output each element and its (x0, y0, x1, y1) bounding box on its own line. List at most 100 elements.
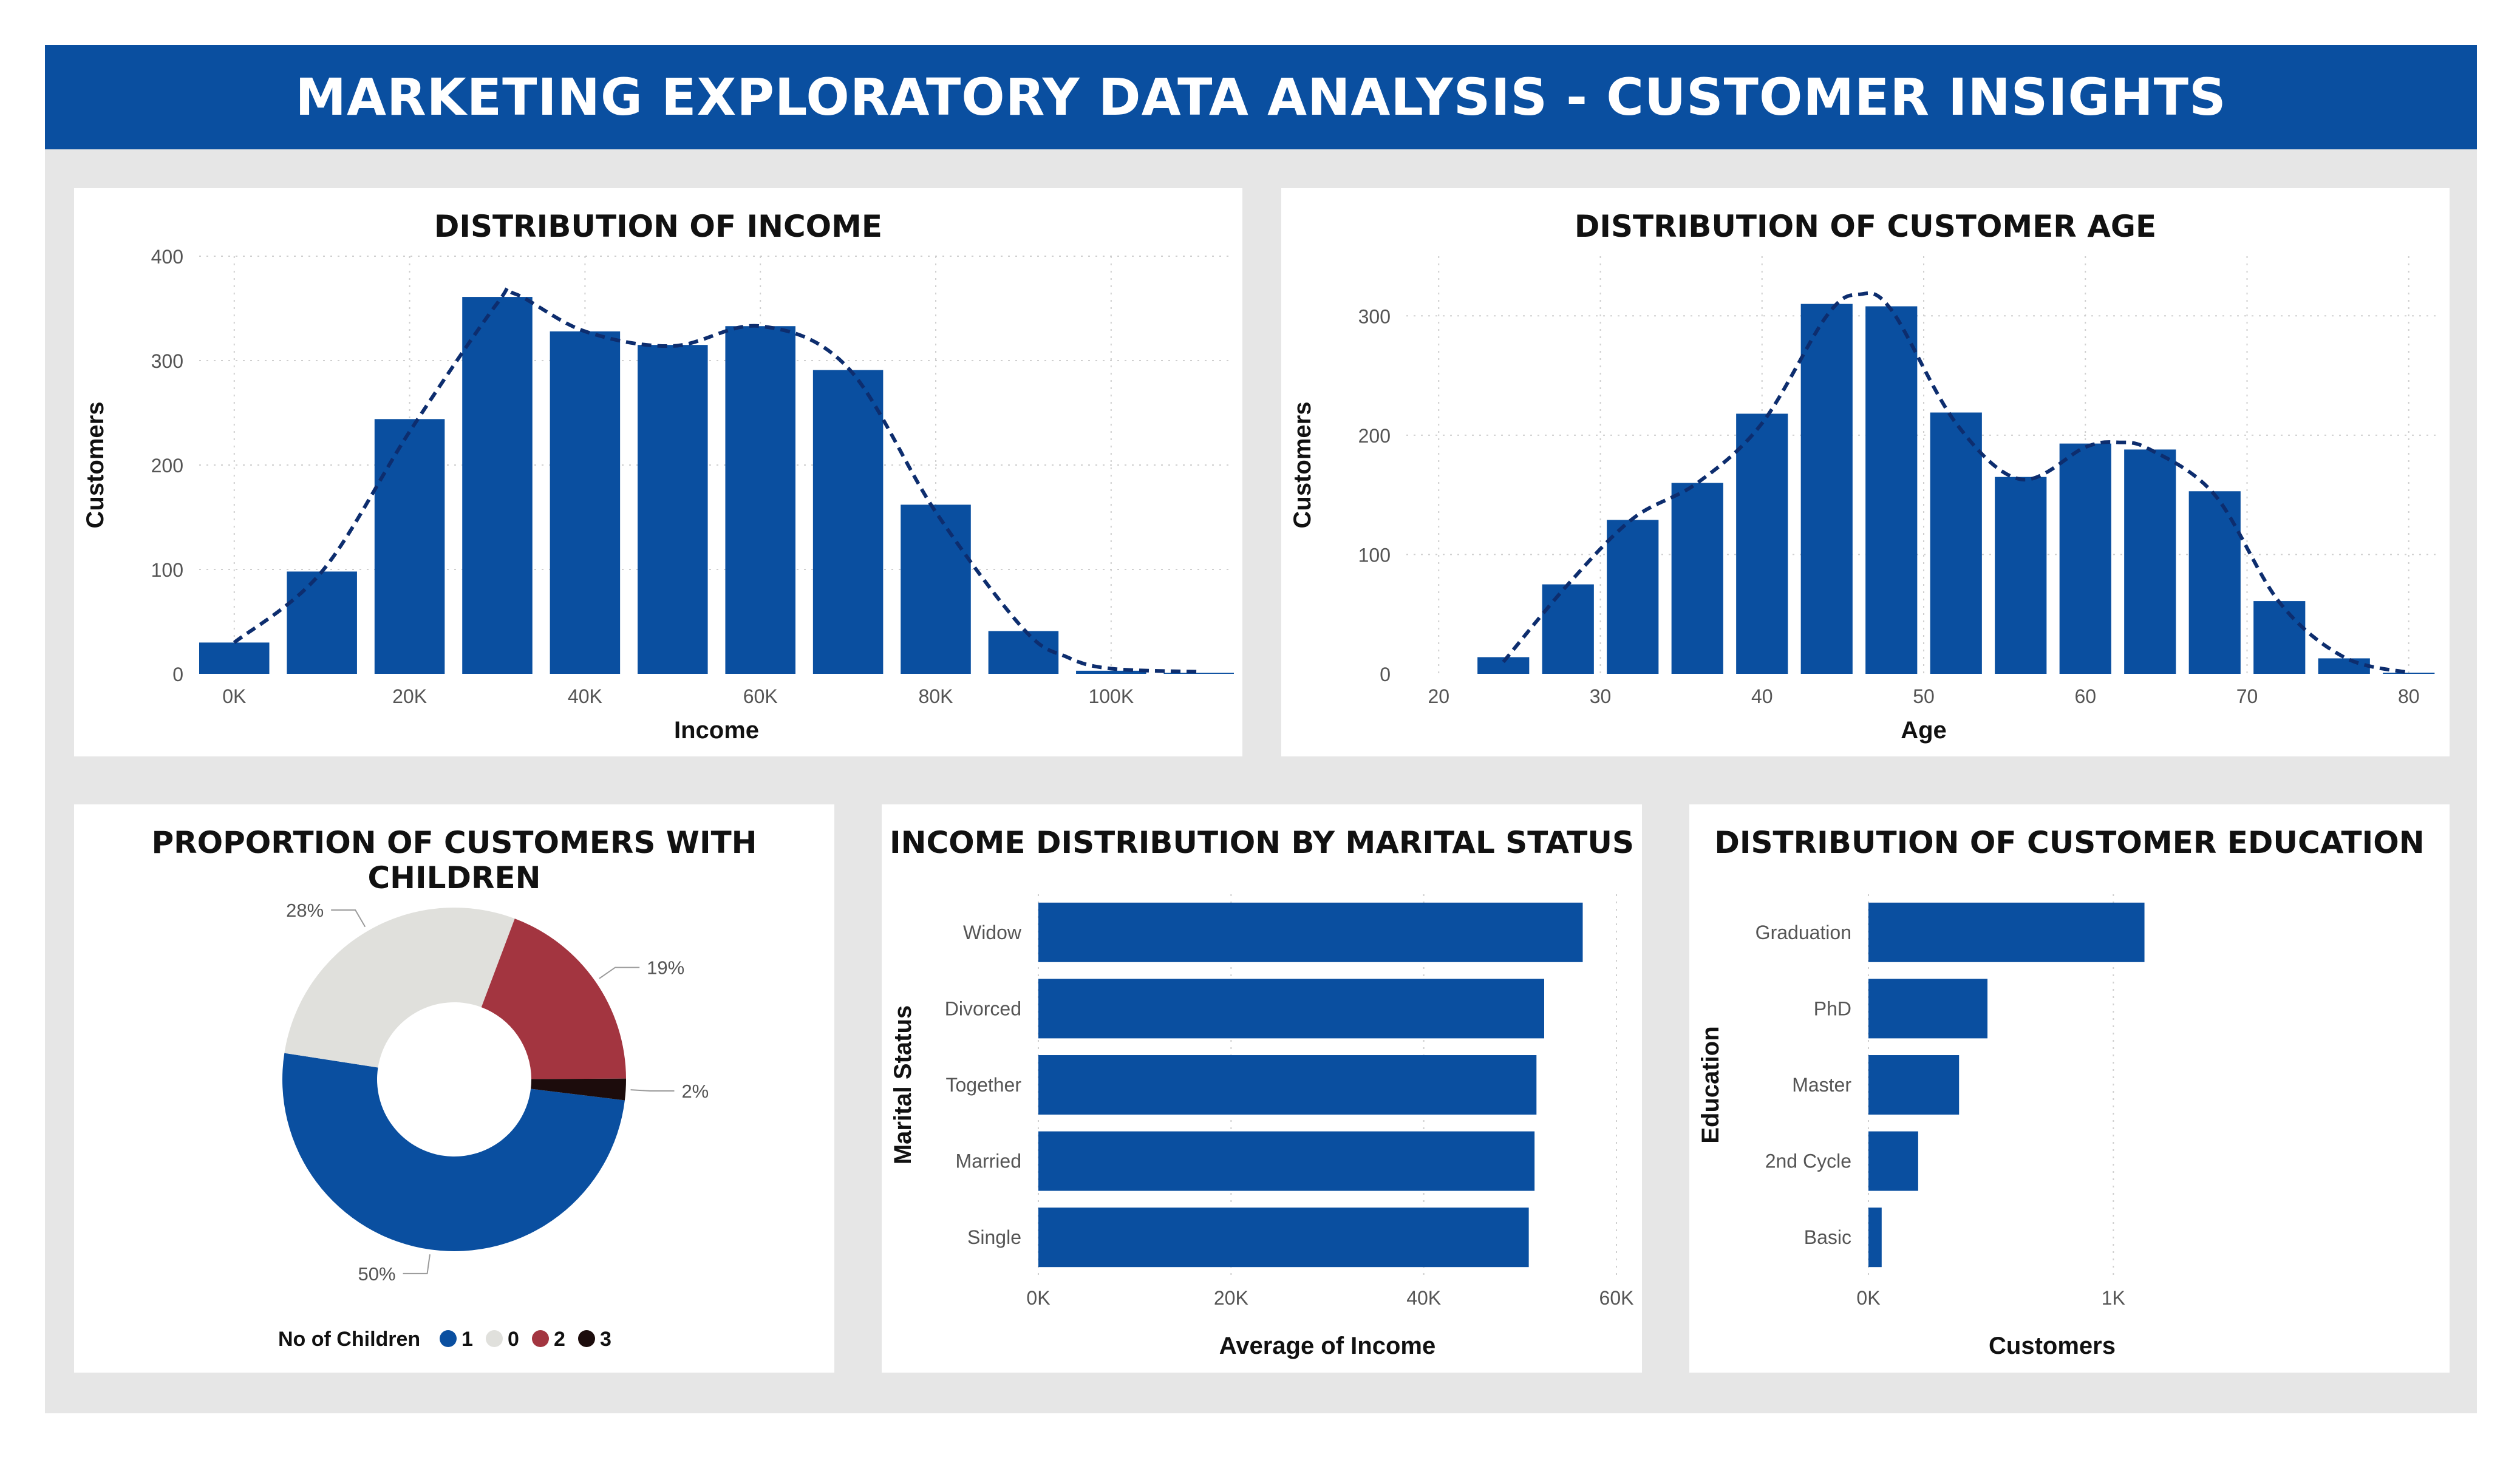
x-axis-title: Customers (1989, 1333, 2116, 1359)
income-distribution-panel: DISTRIBUTION OF INCOME 0 100 200 300 400 0K 20… (74, 188, 1242, 756)
slice-percent-label: 2% (681, 1081, 709, 1102)
x-tick-label: 40K (1406, 1287, 1441, 1309)
histogram-bar (462, 297, 533, 674)
category-label: Master (1792, 1074, 1851, 1096)
histogram-bar (1163, 673, 1234, 674)
category-label: Together (945, 1074, 1021, 1096)
marital-income-panel: INCOME DISTRIBUTION BY MARITAL STATUS 0K… (882, 804, 1642, 1373)
histogram-bar (2383, 673, 2435, 674)
y-tick-label: 200 (151, 455, 183, 477)
legend-swatch (486, 1330, 503, 1347)
donut-slice (481, 919, 626, 1079)
histogram-bar (1607, 520, 1659, 674)
age-distribution-panel: DISTRIBUTION OF CUSTOMER AGE 0 100 200 300 2… (1281, 188, 2450, 756)
histogram-bar (725, 326, 795, 674)
marital-chart-title: INCOME DISTRIBUTION BY MARITAL STATUS (890, 825, 1634, 860)
y-tick-label: 0 (172, 664, 183, 685)
x-tick-label: 40 (1751, 685, 1773, 707)
education-bar-chart: 0K 1K Graduation PhD Master 2nd Cycle Basic Cus… (1697, 894, 2145, 1359)
income-histogram: 0 100 200 300 400 0K 20K 40K 60K 80K 100K Income Cus… (82, 246, 1234, 744)
x-tick-label: 1K (2102, 1287, 2125, 1309)
category-label: Married (956, 1150, 1021, 1172)
y-tick-label: 0 (1380, 664, 1391, 685)
bar (1868, 902, 2145, 962)
income-chart-title: DISTRIBUTION OF INCOME (434, 209, 883, 244)
x-tick-label: 20K (1214, 1287, 1248, 1309)
marital-income-bar-chart: 0K 20K 40K 60K Widow Divorced Together Married S… (890, 894, 1634, 1359)
legend-title: No of Children (278, 1328, 420, 1351)
x-tick-label: 0K (222, 685, 246, 707)
histogram-bar (638, 345, 708, 674)
education-panel: DISTRIBUTION OF CUSTOMER EDUCATION 0K 1K G… (1689, 804, 2450, 1373)
x-axis-title: Average of Income (1219, 1333, 1435, 1359)
bar (1868, 1055, 1960, 1115)
histogram-bar (199, 642, 270, 674)
category-label: PhD (1814, 997, 1851, 1019)
x-tick-label: 80K (919, 685, 953, 707)
histogram-bar (1930, 412, 1982, 674)
histogram-bar (988, 631, 1059, 674)
histogram-bar (2124, 449, 2176, 674)
x-tick-label: 60K (1599, 1287, 1634, 1309)
x-axis-title: Age (1901, 717, 1947, 744)
bar (1038, 1207, 1529, 1268)
y-tick-label: 100 (1358, 544, 1391, 566)
y-tick-label: 400 (151, 246, 183, 268)
slice-percent-label: 50% (358, 1263, 396, 1285)
legend-label: 3 (600, 1328, 611, 1351)
y-axis-title: Education (1697, 1026, 1724, 1143)
age-chart-title: DISTRIBUTION OF CUSTOMER AGE (1574, 209, 2157, 244)
x-tick-label: 70 (2236, 685, 2258, 707)
legend-swatch (440, 1330, 457, 1347)
slice-percent-label: 28% (286, 900, 324, 921)
x-tick-label: 0K (1026, 1287, 1050, 1309)
legend-label: 1 (461, 1328, 473, 1351)
legend-swatch (578, 1330, 595, 1347)
legend-swatch (532, 1330, 549, 1347)
histogram-bar (901, 504, 971, 674)
histogram-bar (1865, 306, 1918, 674)
histogram-bar (1542, 584, 1594, 674)
histogram-bar (374, 419, 445, 674)
histogram-bar (1671, 483, 1723, 674)
donut-slice (282, 1053, 625, 1252)
x-tick-label: 60K (743, 685, 778, 707)
histogram-bar (550, 331, 621, 674)
legend-label: 2 (554, 1328, 565, 1351)
y-axis-title: Customers (82, 402, 109, 529)
density-curve (233, 286, 1199, 674)
dashboard-title: MARKETING EXPLORATORY DATA ANALYSIS - CU… (295, 67, 2227, 127)
y-axis-title: Customers (1289, 402, 1316, 529)
category-label: Widow (963, 922, 1022, 943)
children-proportion-panel: PROPORTION OF CUSTOMERS WITH CHILDREN 50… (74, 804, 834, 1373)
bar (1868, 1131, 1918, 1191)
bar (1868, 1207, 1882, 1268)
x-tick-label: 30 (1590, 685, 1612, 707)
histogram-bar (1736, 413, 1788, 674)
histogram-bar (2253, 601, 2306, 674)
x-tick-label: 0K (1856, 1287, 1880, 1309)
slice-leader-line (403, 1254, 431, 1274)
x-tick-label: 80 (2398, 685, 2420, 707)
children-chart-title: PROPORTION OF CUSTOMERS WITH CHILDREN (151, 825, 757, 895)
density-curve (1502, 291, 2409, 674)
bar (1038, 1131, 1535, 1191)
x-tick-label: 60 (2074, 685, 2096, 707)
x-tick-label: 100K (1088, 685, 1134, 707)
legend-label: 0 (508, 1328, 519, 1351)
bar (1038, 979, 1544, 1039)
category-label: Single (967, 1226, 1021, 1248)
slice-leader-line (599, 966, 640, 979)
bar (1038, 1055, 1537, 1115)
donut-slice (531, 1078, 626, 1101)
category-label: Graduation (1755, 922, 1851, 943)
histogram-bar (812, 370, 884, 674)
slice-leader-line (630, 1089, 675, 1092)
y-tick-label: 300 (151, 350, 183, 372)
y-tick-label: 100 (151, 559, 183, 581)
y-axis-title: Marital Status (890, 1005, 916, 1164)
category-label: 2nd Cycle (1765, 1150, 1851, 1172)
bar (1868, 979, 1988, 1039)
donut-slice (284, 908, 515, 1068)
histogram-bar (2059, 443, 2111, 674)
